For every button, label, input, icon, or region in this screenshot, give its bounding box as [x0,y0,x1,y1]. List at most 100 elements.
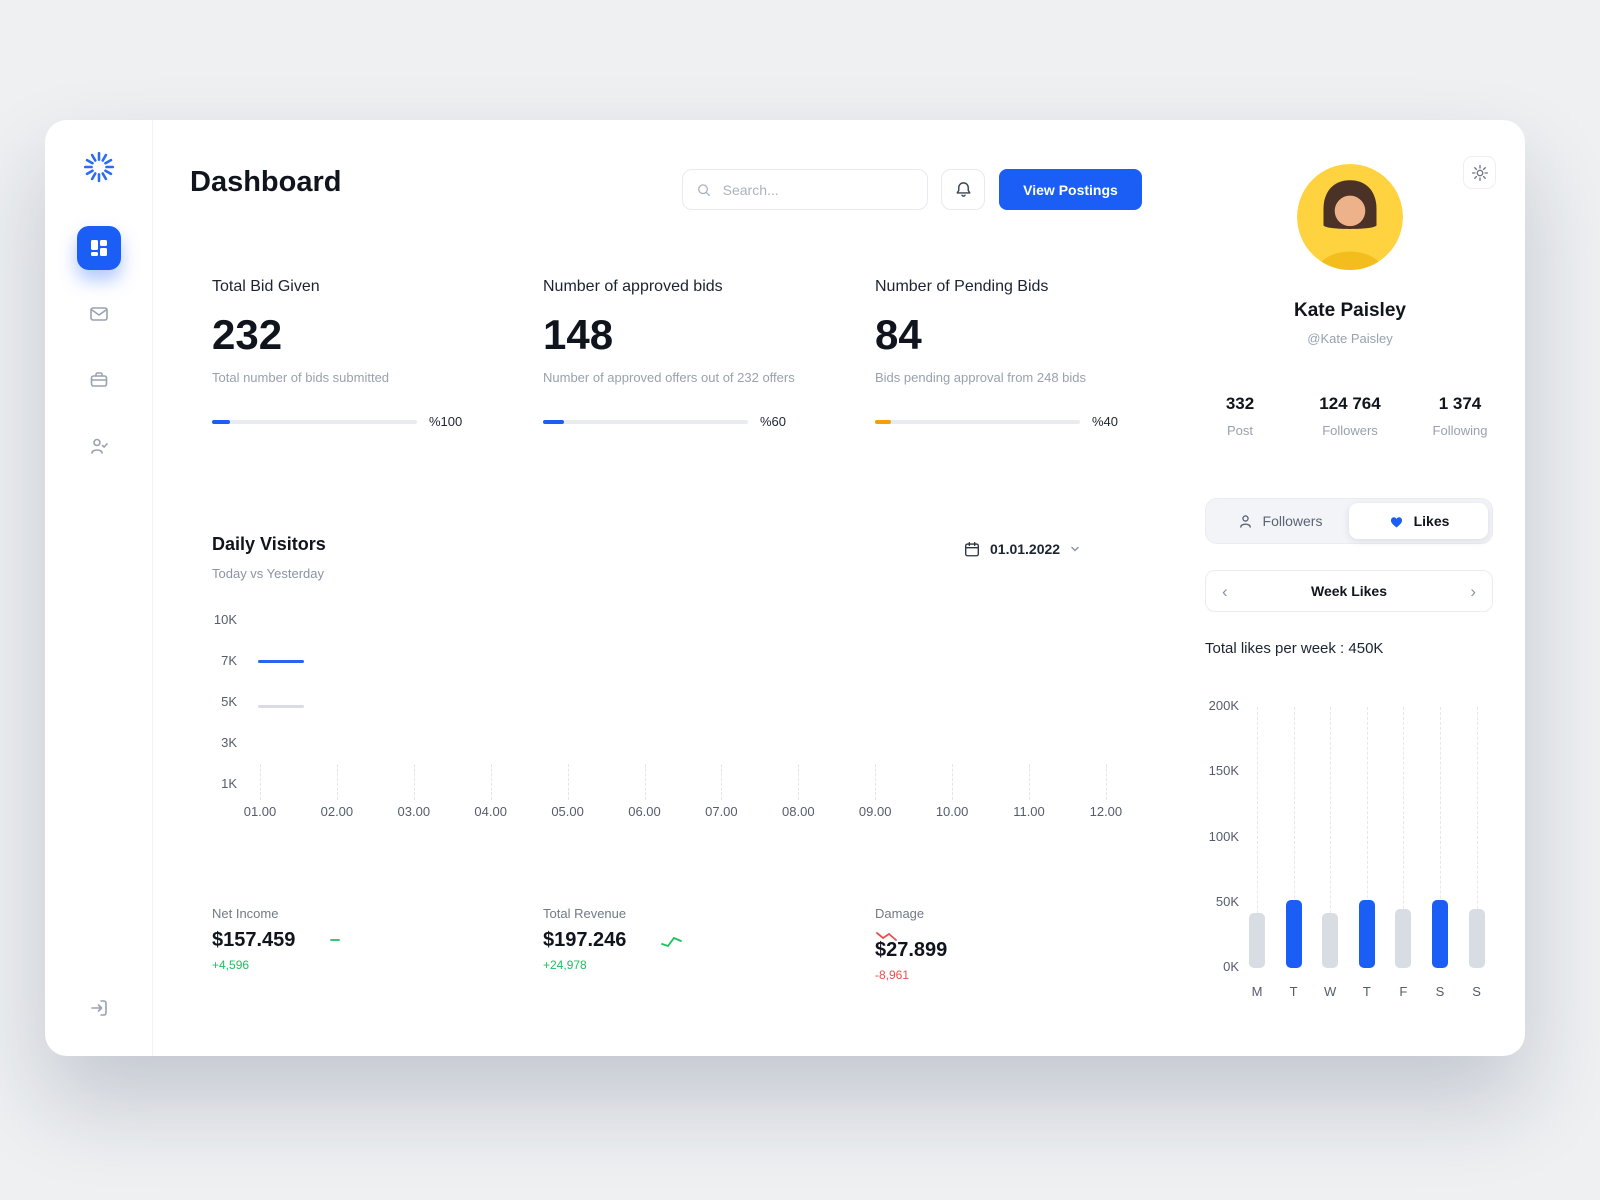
kpi-label: Net Income [212,906,279,921]
bar [1468,909,1485,968]
x-gridline [798,764,800,800]
progress-fill [543,419,564,424]
progress-track [212,419,417,424]
kpi-delta: +4,596 [212,958,250,972]
stat-card-pending-bids: Number of Pending Bids 84 Bids pending a… [875,278,1155,429]
logout-button[interactable] [77,986,121,1030]
kpi-value: $197.246 [543,929,627,951]
bar-gridline [1293,707,1295,968]
bar [1358,900,1375,968]
stat-description: Total number of bids submitted [212,370,390,385]
x-gridline [952,764,954,800]
heart-icon [1390,516,1402,527]
sidebar-item-contacts[interactable] [77,424,121,468]
avatar [1297,164,1403,270]
x-axis-tick: S [1472,984,1481,999]
y-axis-tick: 50K [1215,893,1239,909]
prev-week-button[interactable]: ‹ [1222,581,1228,601]
x-axis-tick: 01.00 [243,804,277,819]
y-axis-tick: 1K [221,776,237,791]
search-input[interactable] [720,180,914,199]
tab-label: Followers [1262,513,1323,529]
x-axis-tick: 09.00 [858,804,892,819]
bar [1285,900,1302,968]
search-box[interactable] [682,169,928,210]
stat-label: Post [1226,423,1253,438]
settings-button[interactable] [1463,156,1496,189]
kpi-value: $157.459 [212,929,296,951]
stat-description: Bids pending approval from 248 bids [875,370,1087,385]
date-picker-value: 01.01.2022 [990,541,1061,557]
x-axis-tick: 08.00 [782,804,815,819]
stat-value: 124 764 [1319,394,1381,413]
calendar-icon [965,542,979,557]
avatar-image [1297,164,1403,270]
kpi-damage: Damage $27.899 -8,961 [875,906,1155,982]
stat-card-total-bids: Total Bid Given 232 Total number of bids… [212,278,492,429]
daily-visitors-chart: 10K 7K 5K 3K 1K 01.00 02.00 03.00 04.00 05.00 06.0… [195,608,1155,838]
sidebar [45,120,153,1056]
progress-percent-label: %40 [1092,414,1119,429]
mail-icon [89,307,108,321]
view-postings-button[interactable]: View Postings [999,169,1142,210]
x-axis-tick: 06.00 [628,804,661,819]
x-axis-tick: 12.00 [1089,804,1123,819]
x-axis-tick: S [1435,984,1445,999]
y-axis-tick: 100K [1208,828,1239,844]
y-axis-tick: 200K [1208,698,1239,713]
x-gridline [260,764,261,800]
x-gridline [875,764,877,800]
kpi-delta: +24,978 [543,958,587,972]
stat-value: 84 [875,311,922,358]
kpi-delta: -8,961 [875,968,910,982]
x-gridline [413,764,415,800]
profile-name: Kate Paisley [1294,300,1406,321]
bar-gridline [1440,707,1441,968]
y-axis-tick: 3K [221,735,237,750]
x-axis-tick: 04.00 [474,804,507,819]
week-likes-selector[interactable]: ‹ Week Likes › [1205,570,1493,612]
y-axis-tick: 7K [221,653,237,668]
y-axis-tick: 5K [221,694,237,709]
bar [1432,900,1448,968]
x-gridline [721,764,723,800]
total-likes-label: Total likes per week : 450K [1205,640,1384,657]
x-axis-tick: 05.00 [551,804,584,819]
stat-title: Total Bid Given [212,278,320,295]
person-check-icon [90,438,108,454]
likes-chart: 200K 150K 100K 50K 0K M T W T F S S [1203,692,1495,1007]
bar-gridline [1257,707,1258,968]
sidebar-item-messages[interactable] [77,292,121,336]
daily-visitors-subtitle: Today vs Yesterday [212,566,325,581]
sidebar-item-jobs[interactable] [77,358,121,402]
profile-handle: @Kate Paisley [1307,331,1393,346]
chevron-down-icon [1071,546,1079,552]
next-week-button[interactable]: › [1470,581,1476,601]
bar-gridline [1330,707,1332,968]
x-axis-tick: M [1251,984,1263,999]
stat-value: 332 [1225,394,1255,413]
y-axis-tick: 10K [213,612,237,627]
trend-sparkline-icon [660,934,684,948]
notifications-button[interactable] [941,169,985,210]
profile-stats: 332 Post 124 764 Followers 1 374 Followi… [1205,394,1495,438]
bar-gridline [1403,707,1405,968]
x-gridline [644,764,646,800]
profile-stat-followers: 124 764 Followers [1315,394,1385,438]
stat-title: Number of approved bids [543,278,723,295]
stat-value: 232 [212,311,283,358]
profile-stat-posts: 332 Post [1205,394,1275,438]
x-axis-tick: 03.00 [397,804,431,819]
stat-value: 148 [543,311,614,358]
sidebar-item-dashboard[interactable] [76,226,121,270]
bar [1322,913,1339,968]
bar-gridline [1366,707,1368,968]
app-logo [82,150,116,184]
x-gridline [567,764,569,800]
tab-followers[interactable]: Followers [1210,503,1349,539]
y-axis-tick: 0K [1223,959,1239,974]
trend-sparkline-icon [329,935,349,947]
tab-likes[interactable]: Likes [1349,503,1488,539]
gear-icon [1471,164,1488,181]
date-picker[interactable]: 01.01.2022 [957,530,1087,568]
